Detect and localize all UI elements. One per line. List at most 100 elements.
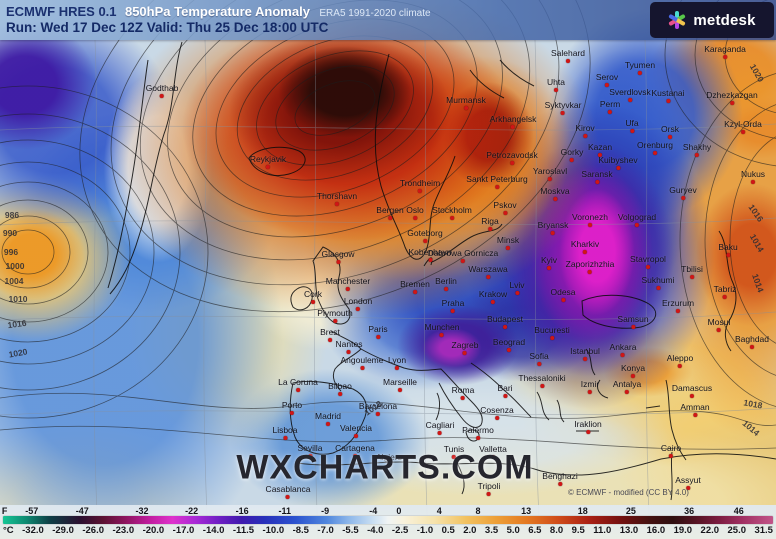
city-label: Damascus (672, 384, 712, 398)
city-name: Moskva (540, 186, 570, 196)
scale-f-label: 36 (684, 506, 695, 516)
scale-c-label: -1.0 (416, 525, 434, 536)
scale-c-label: 9.5 (571, 525, 585, 536)
city-label: Baku (718, 243, 738, 257)
city-marker (652, 151, 657, 155)
scale-f-label: 0 (396, 506, 402, 516)
scale-f-label: -47 (75, 506, 89, 516)
city-name: Roma (451, 385, 475, 395)
city-marker (460, 259, 465, 263)
city-label: Cairo (661, 444, 681, 458)
city-name: Lyon (387, 355, 407, 365)
city-marker (557, 482, 562, 486)
city-name: Thorshavn (316, 191, 358, 201)
city-marker (624, 390, 629, 394)
city-label: Odesa (550, 288, 576, 302)
city-name: Salehard (550, 48, 586, 58)
city-name: Sevilla (297, 443, 323, 453)
scale-c-label: 11.0 (593, 525, 612, 536)
scale-c-label: °C (3, 525, 14, 536)
scale-f-label: 18 (577, 506, 588, 516)
scale-c-label: 2.0 (463, 525, 477, 536)
city-name: Dzhezkazgan (706, 90, 758, 100)
city-marker (723, 295, 727, 299)
scale-c-label: -26.0 (82, 525, 104, 536)
city-marker (353, 434, 358, 438)
city-label: Bari (497, 384, 513, 398)
city-label: Shakhy (683, 143, 711, 157)
city-label: Bilbao (328, 382, 352, 396)
city-label: Istanbul (570, 347, 600, 361)
city-name: Cosenza (480, 405, 514, 415)
city-label: Baghdad (735, 335, 769, 349)
city-name: Cartagena (335, 443, 375, 453)
city-label: Madrid (315, 412, 341, 426)
city-name: Trondheim (399, 178, 441, 188)
city-marker (583, 134, 587, 138)
scale-f-label: -9 (321, 506, 330, 516)
city-marker (160, 94, 164, 98)
city-name: Berlin (435, 276, 457, 286)
city-name: Antalya (612, 379, 642, 389)
city-label: Voronezh (572, 213, 608, 227)
city-name: Budapest (487, 314, 523, 324)
city-marker (586, 430, 590, 434)
city-label: Marseille (383, 378, 417, 392)
city-label: Murmansk (446, 96, 486, 110)
city-label: Tyumen (625, 61, 655, 75)
city-name: Orsk (661, 124, 679, 134)
city-label: Saransk (581, 170, 613, 184)
city-marker (616, 166, 620, 170)
city-name: Goteborg (407, 228, 443, 238)
city-marker (669, 454, 673, 458)
city-name: Bergen (376, 205, 404, 215)
city-marker (450, 216, 454, 220)
city-name: Reykjavik (249, 154, 287, 164)
city-label: Lyon (388, 356, 406, 370)
city-name: Mosul (707, 317, 731, 327)
scale-f-label: 46 (733, 506, 744, 516)
city-name: Munchen (424, 322, 460, 332)
city-name: Shakhy (682, 142, 712, 152)
city-label: Reykjavik (250, 155, 286, 169)
city-marker (337, 392, 342, 396)
city-name: Perm (599, 99, 621, 109)
city-label: Aleppo (667, 354, 693, 368)
city-marker (678, 364, 682, 368)
scale-c-label: -8.5 (292, 525, 309, 536)
city-marker (422, 239, 427, 243)
city-marker (486, 492, 491, 496)
city-label: Sankt Peterburg (466, 175, 528, 189)
city-marker (550, 336, 554, 340)
city-label: Zagreb (452, 341, 478, 355)
city-marker (627, 98, 632, 102)
city-label: Dzhezkazgan (706, 91, 758, 105)
city-label: Cosenza (480, 406, 514, 420)
city-label: Iraklion (574, 420, 602, 434)
city-name: Valletta (479, 444, 507, 454)
city-marker (583, 357, 587, 361)
city-name: Tbilisi (681, 264, 703, 274)
city-marker (307, 454, 312, 458)
city-name: Uhta (547, 77, 565, 87)
city-marker (749, 345, 754, 349)
city-marker (587, 223, 592, 227)
scale-c-row: °C -32.0 -29.0 -26.0 -23.0 -20.0 -17.0 -14.0 -11… (0, 524, 776, 536)
city-name: Porto (281, 400, 303, 410)
city-name: Ufa (625, 118, 639, 128)
city-label: Volgograd (618, 213, 656, 227)
metdesk-star-icon (668, 11, 687, 29)
isobar-value-label: 996 (3, 247, 19, 257)
city-marker (515, 291, 519, 295)
city-label: Kuibyshev (598, 156, 638, 170)
city-label: Lisboa (272, 426, 298, 440)
city-marker (386, 463, 391, 467)
city-marker (587, 270, 592, 274)
city-label: Sevilla (297, 443, 323, 458)
graticule-lines (0, 39, 776, 539)
city-marker (463, 351, 467, 355)
city-label: Thorshavn (317, 192, 357, 206)
city-name: Godthab (145, 83, 179, 93)
city-label: Porto (282, 401, 302, 415)
city-name: Madrid (315, 411, 341, 421)
